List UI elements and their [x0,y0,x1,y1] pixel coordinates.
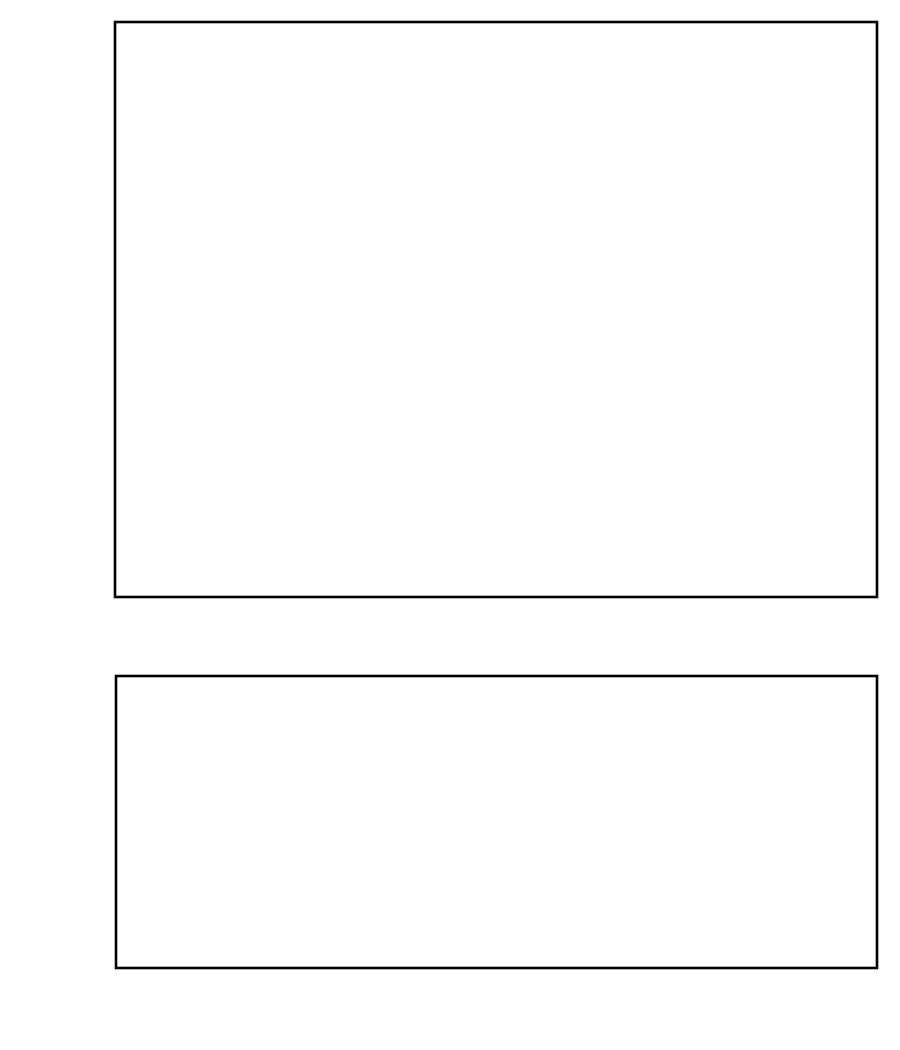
photometry-axes-frame [113,20,879,599]
photometry-panel [113,20,879,599]
residuals-axes-frame [114,674,879,970]
residuals-panel [114,674,879,970]
